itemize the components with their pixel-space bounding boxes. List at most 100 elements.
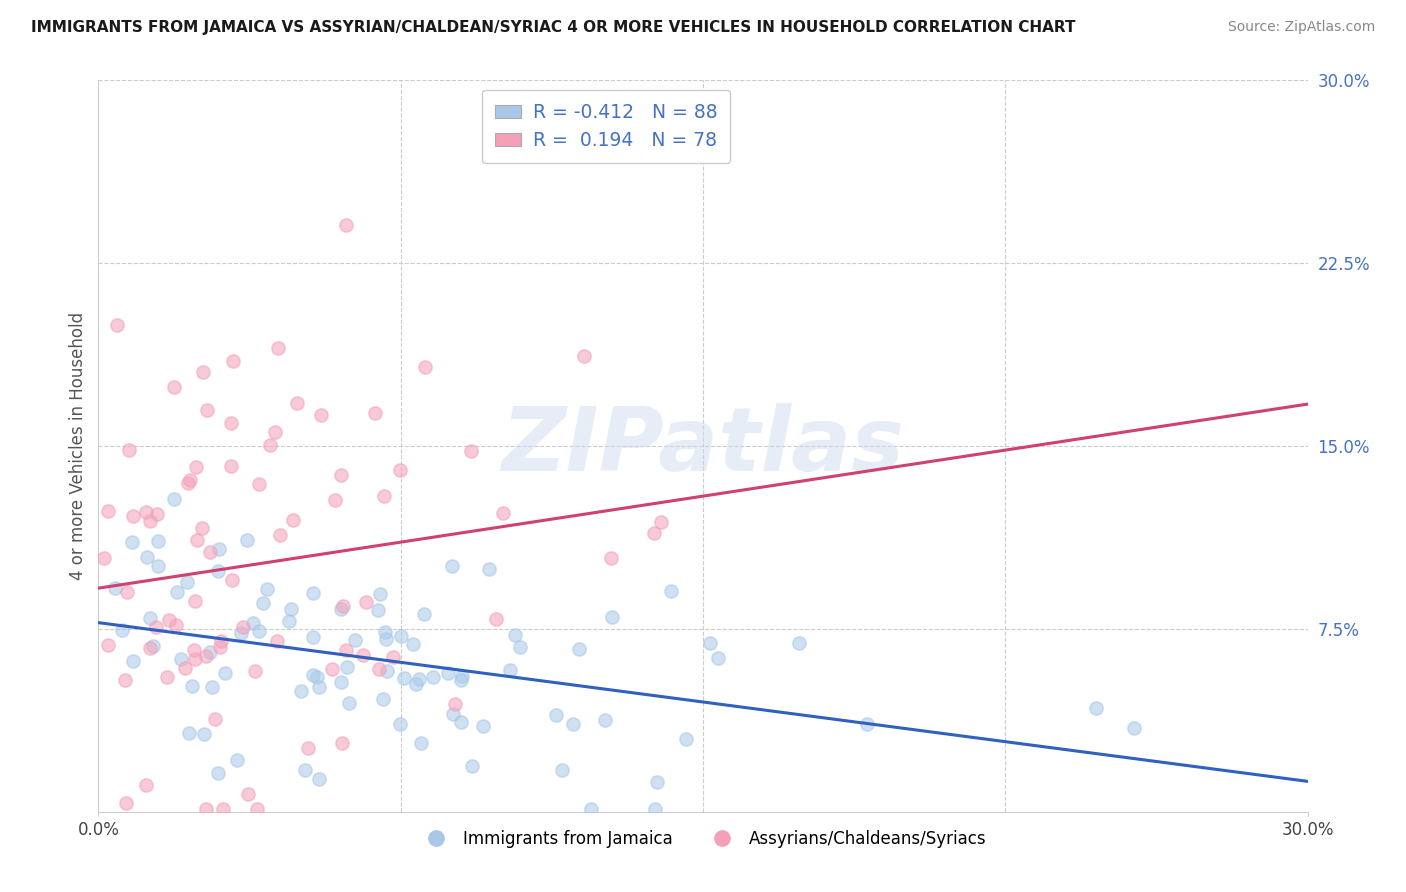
Point [135,505,157,519]
Y-axis label: 4 or more Vehicles in Household: 4 or more Vehicles in Household [69,312,87,580]
Point [450,673,472,687]
Point [208,541,231,556]
Point [706,651,728,665]
Point [145,619,167,633]
Point [644,802,666,816]
Point [156,670,179,684]
Point [437,665,460,680]
Point [209,640,232,655]
Point [195,403,218,417]
Point [645,775,668,789]
Point [209,633,232,648]
Point [242,615,264,630]
Point [450,669,472,683]
Point [146,507,169,521]
Point [198,545,221,559]
Point [388,717,411,731]
Point [229,626,252,640]
Point [97,638,120,652]
Point [186,460,208,475]
Point [174,661,197,675]
Text: IMMIGRANTS FROM JAMAICA VS ASSYRIAN/CHALDEAN/SYRIAC 4 OR MORE VEHICLES IN HOUSEH: IMMIGRANTS FROM JAMAICA VS ASSYRIAN/CHAL… [31,20,1076,35]
Point [139,514,162,528]
Point [389,463,412,477]
Point [503,628,526,642]
Point [389,629,412,643]
Point [381,650,404,665]
Point [371,692,394,706]
Point [643,526,665,541]
Point [595,713,617,727]
Point [194,649,217,664]
Point [408,672,430,686]
Point [329,675,352,690]
Point [225,754,247,768]
Point [256,582,278,596]
Point [441,707,464,722]
Point [111,623,134,637]
Point [699,636,721,650]
Point [373,489,395,503]
Point [176,574,198,589]
Point [367,602,389,616]
Point [169,651,191,665]
Legend: Immigrants from Jamaica, Assyrians/Chaldeans/Syriacs: Immigrants from Jamaica, Assyrians/Chald… [412,823,994,855]
Point [354,595,377,609]
Point [581,802,603,816]
Point [478,561,501,575]
Point [325,493,347,508]
Point [368,587,391,601]
Point [600,610,623,624]
Point [117,585,139,599]
Point [135,778,157,792]
Point [115,796,138,810]
Point [193,727,215,741]
Point [546,707,568,722]
Point [485,612,508,626]
Point [212,802,235,816]
Point [146,559,169,574]
Point [281,512,304,526]
Point [114,673,136,687]
Point [177,725,200,739]
Point [207,766,229,780]
Point [186,533,208,548]
Point [375,632,398,647]
Point [252,596,274,610]
Point [201,680,224,694]
Point [93,551,115,566]
Point [165,618,187,632]
Point [321,663,343,677]
Point [352,648,374,663]
Point [294,763,316,777]
Point [499,663,522,677]
Point [367,662,389,676]
Point [330,467,353,482]
Point [330,736,353,750]
Point [136,550,159,565]
Point [247,624,270,638]
Point [402,637,425,651]
Point [561,716,583,731]
Point [105,318,128,332]
Point [572,349,595,363]
Point [122,509,145,524]
Point [285,396,308,410]
Point [336,660,359,674]
Point [157,613,180,627]
Point [269,528,291,542]
Point [183,642,205,657]
Point [221,574,243,588]
Point [1122,721,1144,735]
Point [302,667,325,681]
Point [409,736,432,750]
Point [266,633,288,648]
Point [246,802,269,816]
Point [308,681,330,695]
Point [204,712,226,726]
Point [183,594,205,608]
Point [280,601,302,615]
Point [97,504,120,518]
Point [600,550,623,565]
Point [142,639,165,653]
